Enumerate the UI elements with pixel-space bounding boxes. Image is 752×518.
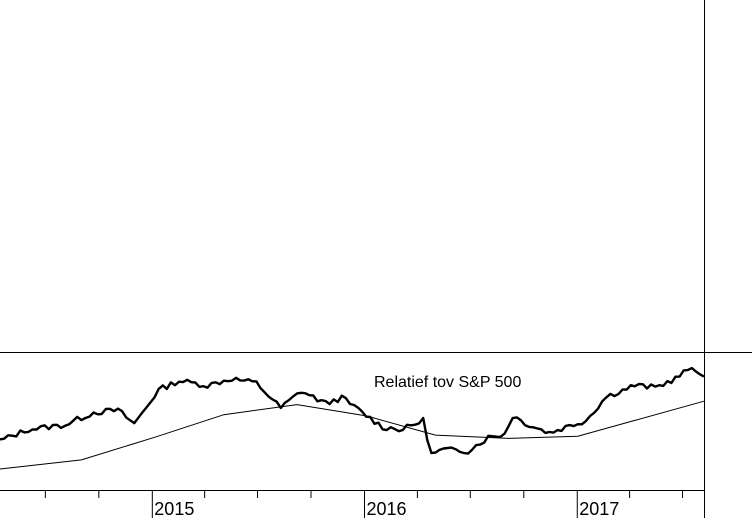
time-axis: 2015 2016 2017 — [44, 490, 683, 518]
relative-strength-line — [0, 366, 705, 455]
relative-title: Relatief tov S&P 500 — [374, 374, 521, 391]
time-tick-label: 2015 — [154, 499, 194, 518]
time-tick-label: 2016 — [366, 499, 406, 518]
time-tick-label: 2017 — [579, 499, 619, 518]
relative-average-line — [0, 400, 705, 470]
relative-panel: Relatief tov S&P 500 — [0, 366, 705, 470]
